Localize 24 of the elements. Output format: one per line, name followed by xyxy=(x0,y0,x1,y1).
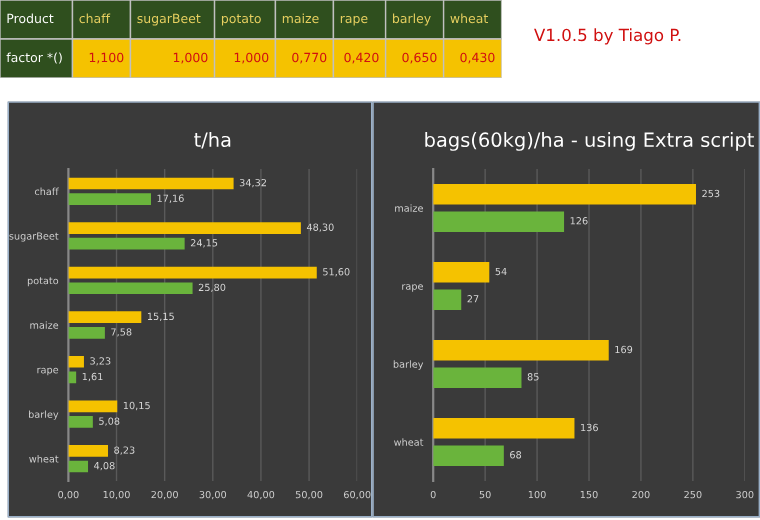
bar xyxy=(68,237,185,250)
bar xyxy=(433,445,504,466)
bar xyxy=(68,460,89,473)
bar xyxy=(68,445,109,457)
bar xyxy=(433,289,462,310)
bar xyxy=(68,311,142,324)
bar xyxy=(68,400,118,413)
text: V1.0.5 by Tiago P. xyxy=(534,28,681,45)
bar xyxy=(68,222,301,234)
bar xyxy=(68,282,193,295)
bar xyxy=(68,193,151,205)
bar xyxy=(433,340,609,361)
bar xyxy=(68,326,105,339)
bar xyxy=(433,418,575,439)
bar xyxy=(433,184,696,205)
bar xyxy=(433,211,565,232)
chart-title: t/ha xyxy=(194,132,231,149)
chart-title: bags(60kg)/ha - using Extra script xyxy=(425,132,754,151)
bar xyxy=(68,266,317,279)
bar xyxy=(433,262,490,283)
bar xyxy=(433,367,522,388)
bar xyxy=(68,355,84,368)
bar xyxy=(68,177,234,190)
bar xyxy=(68,416,93,428)
